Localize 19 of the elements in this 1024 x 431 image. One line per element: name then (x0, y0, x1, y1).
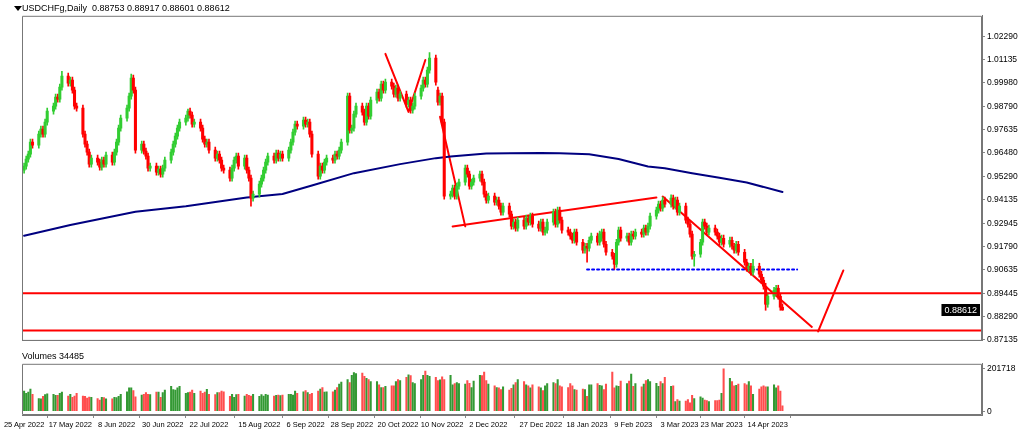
y-tick-label: 0 (987, 405, 992, 416)
y-tick-label: 0.94135 (987, 193, 1018, 204)
y-tick-label: 0.98790 (987, 100, 1018, 111)
y-tick-label: 0.92945 (987, 217, 1018, 228)
y-tick-label: 0.87135 (987, 333, 1018, 344)
y-tick-label: 0.88290 (987, 310, 1018, 321)
chart-title: USDCHFg,Daily 0.88753 0.88917 0.88601 0.88612 (22, 2, 230, 13)
y-tick-label: 0.96480 (987, 146, 1018, 157)
y-tick-label: 0.89445 (987, 287, 1018, 298)
y-tick-label: 0.95290 (987, 170, 1018, 181)
y-tick-label: 0.97635 (987, 123, 1018, 134)
chart-title: Volumes 34485 (22, 350, 85, 361)
y-tick-label: 0.99980 (987, 76, 1018, 87)
y-tick-label: 1.01135 (987, 53, 1018, 64)
y-tick-label: 0.90635 (987, 263, 1018, 274)
annotation: 0.88612 (944, 304, 978, 315)
y-tick-label: 201718 (987, 362, 1016, 373)
y-tick-label: 0.91790 (987, 240, 1018, 251)
y-tick-label: 1.02290 (987, 30, 1018, 41)
